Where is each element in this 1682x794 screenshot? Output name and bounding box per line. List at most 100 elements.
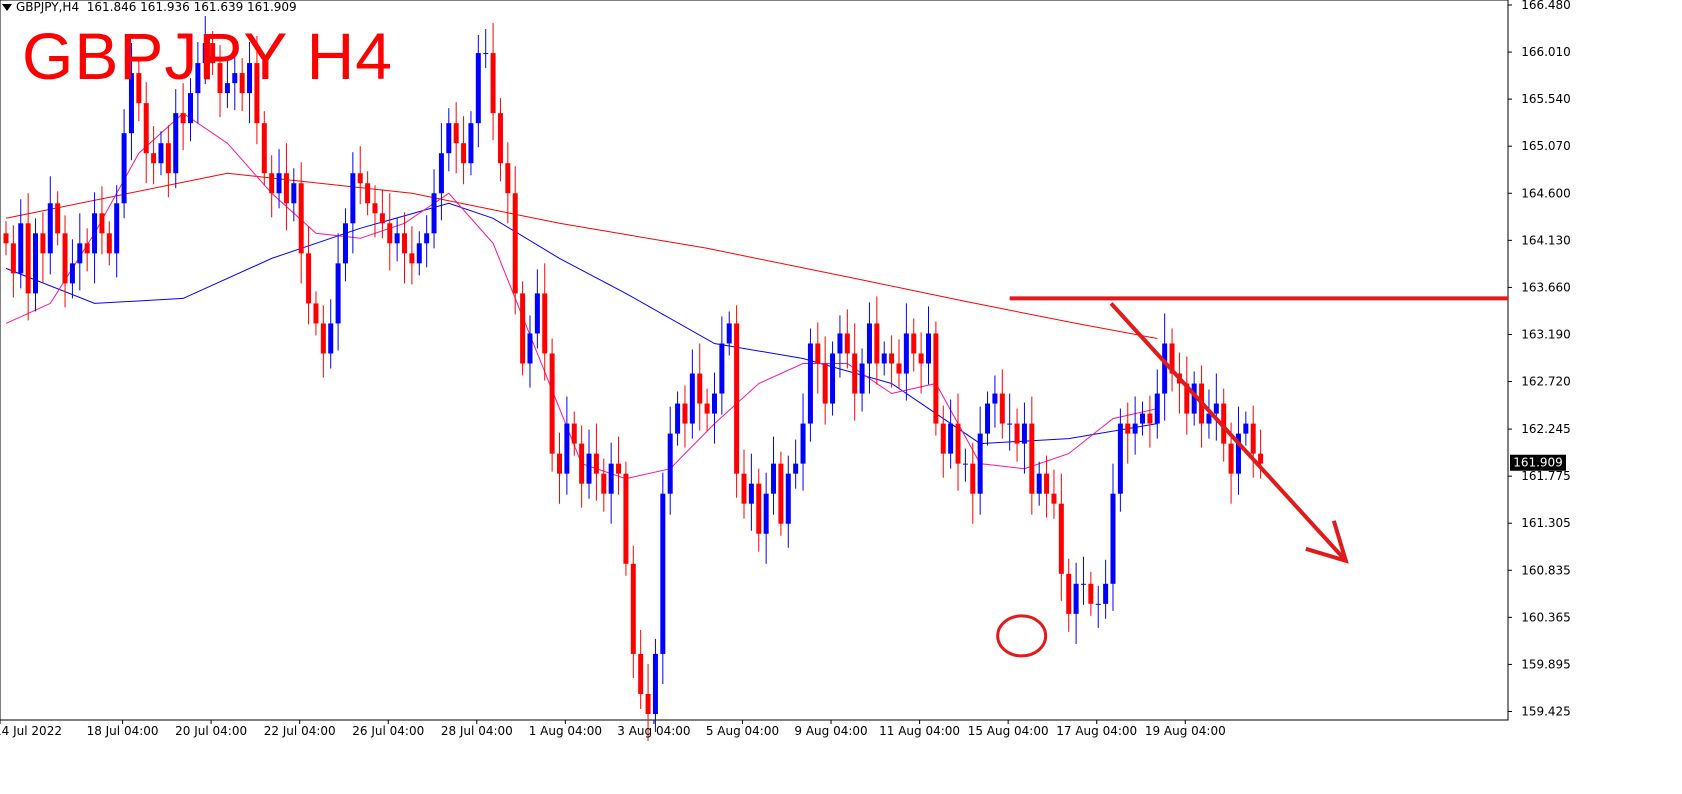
candle-body	[985, 403, 991, 434]
candle-body	[202, 43, 208, 64]
candle-body	[505, 163, 511, 194]
candle-body	[490, 53, 496, 114]
candle-body	[99, 213, 105, 234]
swing-low-circle	[996, 614, 1048, 658]
dropdown-triangle-icon[interactable]	[2, 4, 12, 11]
candle-body	[889, 353, 895, 364]
candle-body	[320, 323, 326, 354]
candle-body	[940, 423, 946, 454]
candle-body	[497, 113, 503, 164]
candle-body	[1066, 573, 1072, 614]
candle-body	[748, 483, 754, 504]
candle-body	[881, 353, 887, 364]
candle-body	[1073, 583, 1079, 614]
candle-body	[1221, 403, 1227, 444]
candle-body	[852, 353, 858, 394]
candle-body	[903, 333, 909, 374]
candle-body	[446, 123, 452, 154]
candle-body	[638, 653, 644, 694]
candle-body	[1228, 443, 1234, 474]
candle-body	[719, 343, 725, 394]
candle-body	[151, 153, 157, 164]
candle-body	[527, 333, 533, 364]
candle-body	[512, 193, 518, 294]
candle-body	[372, 203, 378, 214]
candle-body	[247, 63, 253, 94]
candle-body	[1206, 413, 1212, 424]
y-tick-label: 164.130	[1521, 233, 1571, 247]
candle-body	[114, 203, 120, 254]
candle-body	[40, 233, 46, 254]
candle-body	[269, 173, 275, 194]
ohlc-values: 161.846 161.936 161.639 161.909	[86, 0, 297, 14]
candle-body	[1014, 423, 1020, 444]
y-tick-label: 164.600	[1521, 186, 1571, 200]
x-tick-label: 11 Aug 04:00	[879, 724, 960, 738]
candle-body	[859, 363, 865, 394]
candle-body	[763, 493, 769, 534]
candle-body	[165, 143, 171, 174]
candle-body	[475, 53, 481, 124]
candle-body	[874, 323, 880, 364]
x-tick-label: 28 Jul 04:00	[441, 724, 513, 738]
symbol-info-bar: GBPJPY,H4 161.846 161.936 161.639 161.90…	[2, 0, 297, 14]
candle-body	[697, 373, 703, 404]
y-tick-label: 160.365	[1521, 610, 1571, 624]
symbol-timeframe: GBPJPY,H4	[16, 0, 80, 14]
candle-body	[254, 63, 260, 124]
x-tick-label: 1 Aug 04:00	[529, 724, 602, 738]
candle-body	[542, 293, 548, 354]
candle-body	[1154, 393, 1160, 424]
candle-body	[948, 423, 954, 454]
candle-body	[210, 43, 216, 64]
candle-body	[10, 243, 16, 274]
candle-body	[933, 333, 939, 424]
candle-body	[409, 253, 415, 264]
candle-body	[1088, 583, 1094, 604]
candle-body	[416, 243, 422, 264]
candle-body	[800, 423, 806, 464]
x-tick-label: 3 Aug 04:00	[617, 724, 690, 738]
candle-body	[1184, 383, 1190, 414]
candle-body	[1132, 423, 1138, 434]
y-tick-label: 160.835	[1521, 563, 1571, 577]
candle-body	[1140, 413, 1146, 424]
x-tick-label: 22 Jul 04:00	[264, 724, 336, 738]
y-tick-label: 162.720	[1521, 375, 1571, 389]
candle-body	[1250, 423, 1256, 454]
candle-body	[911, 333, 917, 354]
plot-frame	[0, 0, 1509, 721]
candle-body	[306, 253, 312, 304]
candle-body	[962, 463, 968, 465]
candle-body	[69, 263, 75, 284]
candle-body	[173, 113, 179, 174]
x-tick-label: 17 Aug 04:00	[1056, 724, 1137, 738]
candle-body	[402, 233, 408, 254]
candle-body	[586, 453, 592, 484]
candle-body	[33, 233, 39, 294]
candle-body	[25, 223, 31, 294]
candle-body	[291, 183, 297, 204]
x-tick-label: 19 Aug 04:00	[1145, 724, 1226, 738]
candle-body	[261, 123, 267, 174]
y-tick-label: 161.305	[1521, 516, 1571, 530]
candle-body	[1125, 423, 1131, 434]
candle-body	[616, 463, 622, 474]
candle-body	[844, 333, 850, 354]
y-tick-label: 159.425	[1521, 704, 1571, 718]
candle-body	[520, 293, 526, 364]
candle-body	[926, 333, 931, 364]
candle-body	[121, 133, 127, 204]
candle-body	[468, 123, 474, 164]
candle-body	[195, 63, 201, 94]
candle-body	[217, 63, 223, 94]
candle-body	[579, 443, 585, 484]
y-tick-label: 163.660	[1521, 280, 1571, 294]
candle-body	[188, 93, 193, 124]
candle-body	[313, 303, 319, 324]
candle-body	[180, 113, 186, 124]
candle-body	[431, 193, 437, 234]
candle-body	[822, 363, 828, 404]
